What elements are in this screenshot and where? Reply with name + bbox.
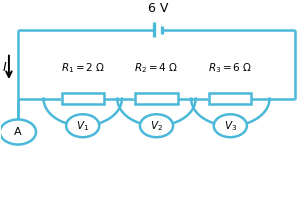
Text: $R_2 = 4\ \Omega$: $R_2 = 4\ \Omega$ <box>134 61 179 75</box>
Circle shape <box>66 114 99 137</box>
Text: I: I <box>3 61 7 74</box>
Text: $V_3$: $V_3$ <box>224 119 237 133</box>
Bar <box>209 93 251 104</box>
Circle shape <box>140 114 173 137</box>
Bar <box>136 93 178 104</box>
Bar <box>62 93 104 104</box>
Text: $V_2$: $V_2$ <box>150 119 163 133</box>
Text: 6 V: 6 V <box>148 2 168 15</box>
Circle shape <box>214 114 247 137</box>
Circle shape <box>0 120 36 145</box>
Text: A: A <box>14 127 22 137</box>
Text: $V_1$: $V_1$ <box>76 119 89 133</box>
Text: $R_3 = 6\ \Omega$: $R_3 = 6\ \Omega$ <box>208 61 252 75</box>
Text: $R_1 = 2\ \Omega$: $R_1 = 2\ \Omega$ <box>60 61 105 75</box>
